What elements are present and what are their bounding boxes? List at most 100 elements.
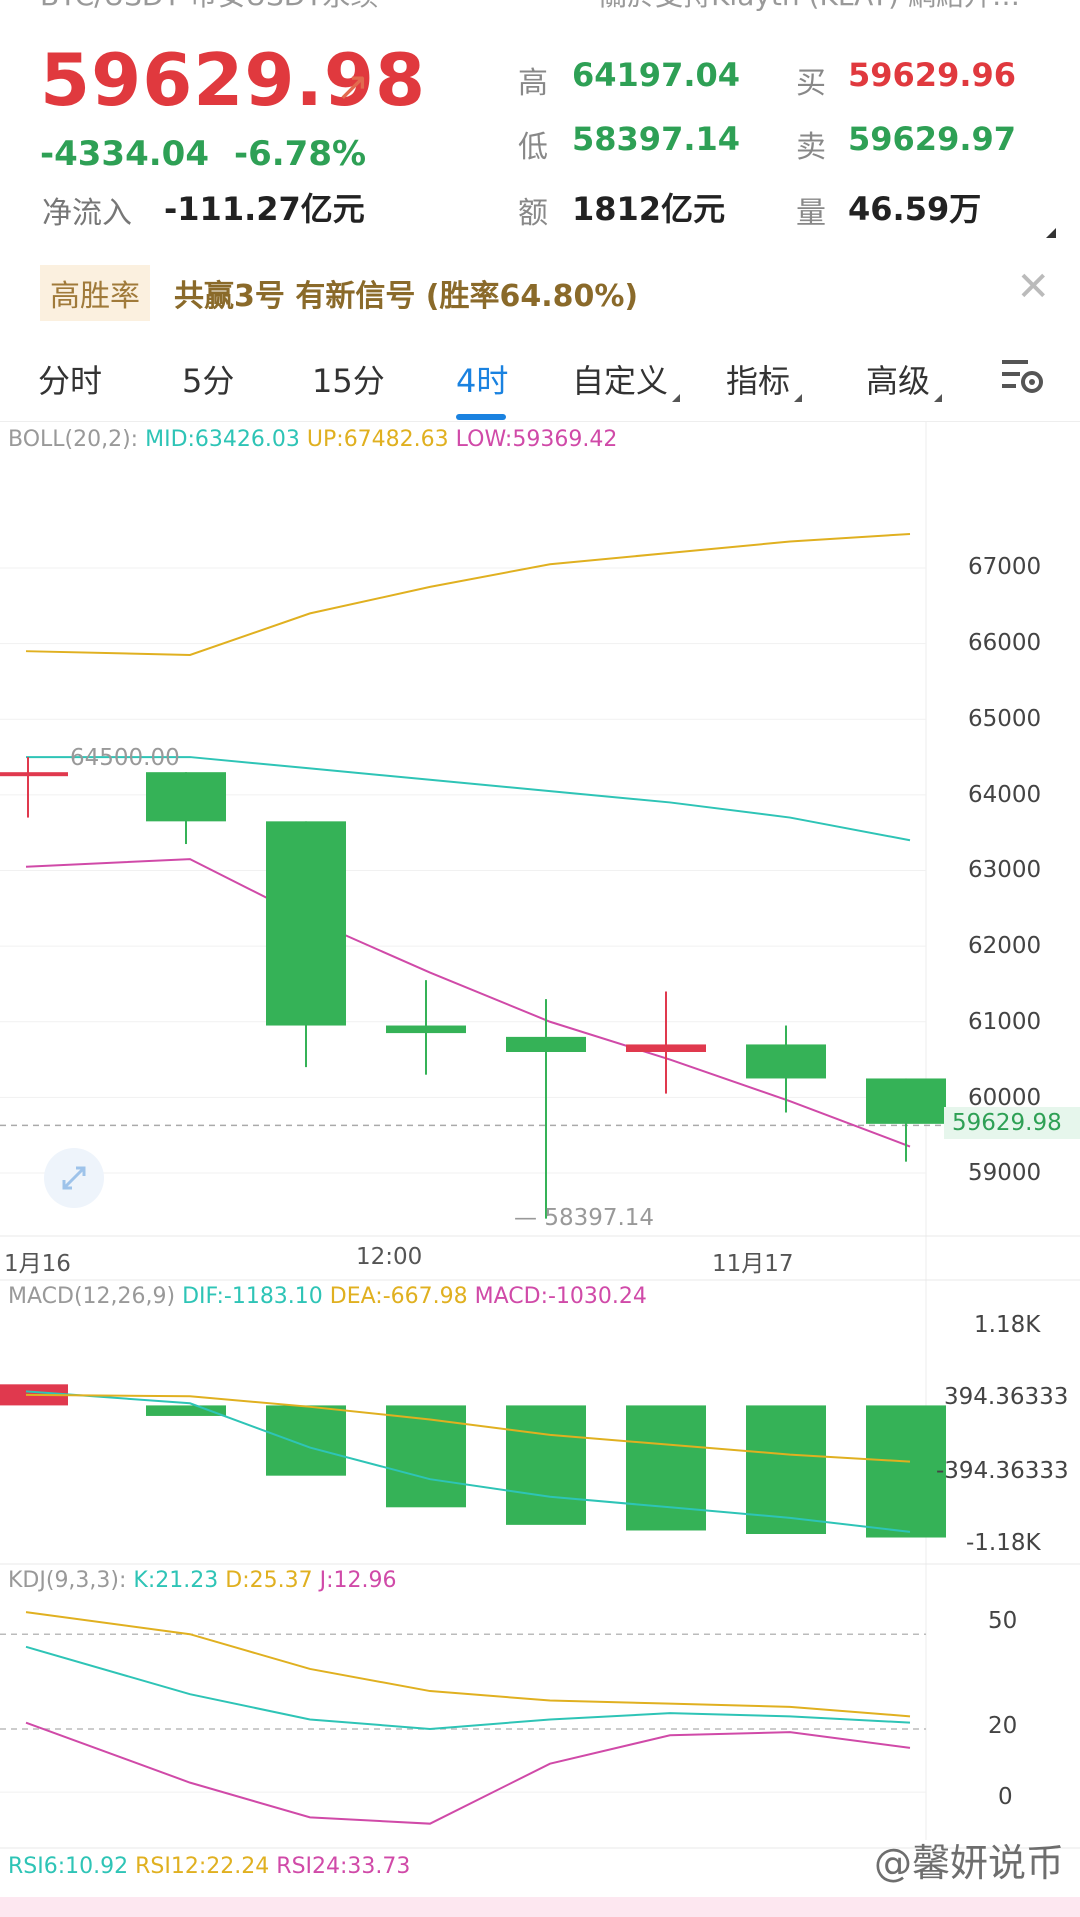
volume-value: 46.59万 (848, 190, 982, 228)
boll-legend[interactable]: BOLL(20,2): MID:63426.03 UP:67482.63 LOW… (8, 427, 617, 452)
y-tick: 60000 (968, 1085, 1042, 1111)
high-label: 高 (518, 66, 548, 101)
close-icon[interactable]: ✕ (1016, 264, 1050, 310)
candle-body (866, 1078, 946, 1124)
expand-icon (62, 1166, 86, 1190)
x-label: 11月17 (712, 1251, 794, 1277)
chart-settings-icon[interactable] (1000, 356, 1044, 396)
boll-low-line (25, 858, 911, 1148)
rsi6-value: RSI6:10.92 (8, 1854, 129, 1879)
low-marker-label: — 58397.14 (514, 1205, 655, 1231)
chart-grid (0, 421, 1080, 1849)
macd-bar (626, 1405, 706, 1531)
amount-value: 1812亿元 (572, 190, 726, 228)
rsi12-value: RSI12:22.24 (135, 1854, 270, 1879)
macd-axis-label: -394.36333 (936, 1458, 1069, 1484)
candle-body (0, 772, 68, 777)
kdj-d-value: D:25.37 (225, 1568, 313, 1593)
candle-body (146, 772, 226, 822)
y-tick: 65000 (968, 706, 1042, 732)
candle-body (506, 1036, 586, 1052)
kdj-j-line (25, 1721, 911, 1825)
tab-indicators-label: 指标 (726, 362, 791, 400)
macd-dif-value: DIF:-1183.10 (182, 1284, 323, 1309)
macd-macd-value: MACD:-1030.24 (474, 1284, 647, 1309)
macd-dif-line (25, 1390, 911, 1533)
amount-label: 额 (518, 196, 548, 231)
last-price: 59629.98 (40, 38, 427, 122)
kdj-k-value: K:21.23 (133, 1568, 219, 1593)
chevron-right-icon[interactable]: › (1032, 0, 1042, 6)
low-marker-value: 58397.14 (544, 1205, 655, 1231)
volume-label: 量 (796, 196, 826, 231)
macd-title: MACD(12,26,9) (8, 1284, 176, 1309)
macd-legend[interactable]: MACD(12,26,9) DIF:-1183.10 DEA:-667.98 M… (8, 1284, 647, 1309)
high-value: 64197.04 (572, 56, 741, 94)
rsi-legend[interactable]: RSI6:10.92 RSI12:22.24 RSI24:33.73 (8, 1854, 410, 1879)
announcement-link[interactable]: 關於支持Klaytn (KLAY) 網絡升… (599, 0, 1020, 14)
high-marker-label: 64500.00 (70, 745, 180, 771)
y-tick: 64000 (968, 782, 1042, 808)
tab-timeshare[interactable]: 分时 (38, 362, 103, 400)
y-tick: 63000 (968, 857, 1042, 883)
bottom-strip (0, 1897, 1080, 1917)
bid-value: 59629.96 (848, 56, 1017, 94)
expand-corner-icon[interactable] (1046, 228, 1056, 238)
boll-title: BOLL(20,2): (8, 427, 139, 452)
macd-bar (746, 1405, 826, 1534)
kdj-title: KDJ(9,3,3): (8, 1568, 127, 1593)
kdj-k-line (25, 1645, 911, 1730)
x-label: 12:00 (356, 1244, 423, 1270)
macd-axis-label: 394.36333 (944, 1384, 1069, 1410)
fullscreen-button[interactable] (44, 1148, 104, 1208)
boll-mid-line (26, 756, 911, 842)
tab-5min[interactable]: 5分 (182, 362, 235, 400)
boll-up-value: UP:67482.63 (306, 427, 449, 452)
boll-up-line (25, 532, 911, 656)
tab-advanced[interactable]: 高级 (866, 356, 943, 402)
y-tick: 61000 (968, 1009, 1042, 1035)
candle-body (626, 1044, 706, 1052)
low-label: 低 (518, 130, 548, 165)
kdj-panel (0, 1611, 926, 1825)
high-winrate-tag[interactable]: 高胜率 (40, 265, 150, 321)
signal-banner-text[interactable]: 共赢3号 有新信号 (胜率64.80%) (174, 279, 639, 314)
macd-panel (0, 1384, 946, 1538)
candle-body (386, 1025, 466, 1034)
kline-chart[interactable] (0, 421, 1080, 1917)
symbol-title: BTC/USDT 币安USDT永续 (40, 0, 378, 14)
boll-low-value: LOW:59369.42 (455, 427, 618, 452)
boll-mid-value: MID:63426.03 (145, 427, 300, 452)
watermark: @馨妍说币 (873, 1841, 1064, 1885)
y-tick: 62000 (968, 933, 1042, 959)
y-tick: 59000 (968, 1160, 1042, 1186)
candle-body (746, 1044, 826, 1079)
low-value: 58397.14 (572, 120, 741, 158)
tab-4h[interactable]: 4时 (456, 362, 509, 400)
y-tick: 67000 (968, 554, 1042, 580)
macd-axis-label: -1.18K (966, 1530, 1041, 1556)
kdj-axis-label: 20 (988, 1713, 1018, 1739)
candles (0, 757, 946, 1219)
kdj-legend[interactable]: KDJ(9,3,3): K:21.23 D:25.37 J:12.96 (8, 1568, 396, 1593)
macd-dea-line (25, 1393, 911, 1463)
macd-bar (866, 1405, 946, 1538)
tab-indicators[interactable]: 指标 (726, 356, 803, 402)
kdj-d-line (25, 1611, 911, 1718)
y-tick: 66000 (968, 630, 1042, 656)
tab-custom-label: 自定义 (572, 362, 669, 400)
bid-label: 买 (796, 66, 826, 101)
tabs-divider (0, 421, 1080, 422)
candle-body (266, 821, 346, 1026)
active-tab-indicator (456, 414, 506, 420)
macd-bar (266, 1405, 346, 1476)
x-label: 1月16 (4, 1251, 71, 1277)
macd-bar (386, 1405, 466, 1508)
tab-15min[interactable]: 15分 (312, 362, 385, 400)
tab-custom[interactable]: 自定义 (572, 356, 681, 402)
kdj-axis-label: 0 (998, 1784, 1013, 1810)
current-price-tag: 59629.98 (944, 1107, 1080, 1139)
price-change-percent: -6.78% (234, 134, 367, 174)
macd-dea-value: DEA:-667.98 (329, 1284, 468, 1309)
dropdown-corner-icon (934, 394, 943, 402)
